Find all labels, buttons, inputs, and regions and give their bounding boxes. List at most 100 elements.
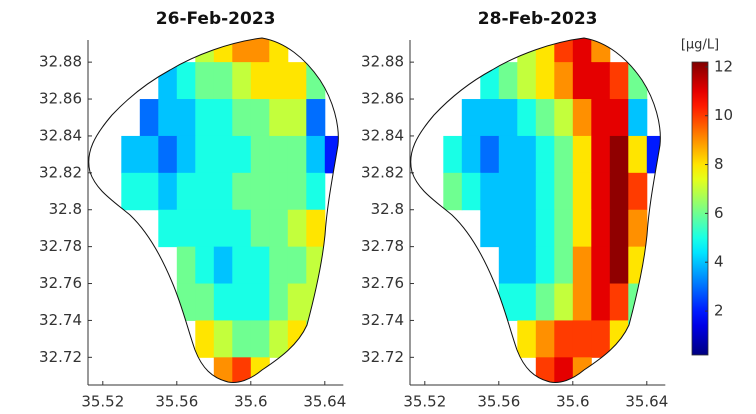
- cell: [176, 172, 196, 211]
- cell: [158, 135, 178, 174]
- cell: [554, 38, 574, 63]
- cell: [628, 172, 648, 211]
- cell: [232, 209, 252, 248]
- cell: [591, 209, 611, 248]
- y-tick-label: 32.86: [361, 90, 404, 108]
- cell: [628, 62, 648, 100]
- cell: [213, 209, 233, 248]
- cell: [269, 99, 289, 137]
- cell: [213, 62, 233, 100]
- cell: [572, 172, 592, 211]
- y-tick-label: 32.82: [39, 163, 82, 181]
- panel-title: 28-Feb-2023: [478, 9, 598, 29]
- cell: [480, 99, 500, 137]
- cell: [306, 209, 326, 248]
- cell: [572, 135, 592, 174]
- cell: [628, 99, 648, 137]
- cell: [287, 135, 307, 174]
- cell: [232, 246, 252, 285]
- cell: [609, 209, 629, 248]
- cell: [535, 38, 555, 63]
- cell: [176, 246, 196, 285]
- cell: [306, 172, 326, 211]
- cell: [554, 172, 574, 211]
- cell: [250, 209, 270, 248]
- y-tick-label: 32.8: [371, 200, 404, 218]
- cell: [517, 246, 537, 285]
- y-tick-label: 32.84: [361, 126, 404, 144]
- colorbar-tick-label: 6: [714, 204, 724, 222]
- y-tick-label: 32.88: [361, 53, 404, 71]
- cell: [609, 62, 629, 100]
- cell: [195, 62, 215, 100]
- cell: [269, 172, 289, 211]
- cell: [232, 357, 252, 383]
- cell: [554, 62, 574, 100]
- y-tick-label: 32.82: [361, 163, 404, 181]
- cell: [609, 99, 629, 137]
- colorbar-tick-label: 8: [714, 155, 724, 173]
- cell: [306, 62, 326, 100]
- cell: [572, 38, 592, 63]
- cell: [269, 135, 289, 174]
- cell: [591, 38, 611, 63]
- cell: [213, 99, 233, 137]
- colorbar: [μg/L] 2 4 6 8 10 12: [681, 38, 733, 356]
- cell: [269, 246, 289, 285]
- cell: [498, 172, 518, 211]
- heatmap-cells: [121, 38, 339, 383]
- cell: [269, 320, 289, 358]
- cell: [250, 62, 270, 100]
- cell: [591, 62, 611, 100]
- cell: [287, 283, 307, 321]
- cell: [306, 320, 326, 358]
- y-tick-label: 32.86: [39, 90, 82, 108]
- cell: [591, 172, 611, 211]
- cell: [443, 172, 463, 211]
- cell: [287, 99, 307, 137]
- cell: [176, 99, 196, 137]
- heatmap-cells: [443, 38, 661, 383]
- cell: [535, 62, 555, 100]
- cell: [176, 62, 196, 100]
- cell: [213, 357, 233, 383]
- cell: [287, 209, 307, 248]
- y-tick-label: 32.84: [39, 126, 82, 144]
- cell: [517, 38, 537, 63]
- cell: [213, 135, 233, 174]
- cell: [158, 172, 178, 211]
- cell: [628, 320, 648, 358]
- cell: [287, 320, 307, 358]
- cell: [609, 246, 629, 285]
- cell: [287, 246, 307, 285]
- y-tick-label: 32.72: [39, 348, 82, 366]
- cell: [269, 38, 289, 63]
- cell: [535, 246, 555, 285]
- cell: [195, 320, 215, 358]
- cell: [158, 99, 178, 137]
- cell: [195, 135, 215, 174]
- cell: [250, 99, 270, 137]
- cell: [250, 38, 270, 63]
- cell: [535, 357, 555, 383]
- cell: [176, 209, 196, 248]
- cell: [195, 172, 215, 211]
- cell: [443, 135, 463, 174]
- cell: [517, 209, 537, 248]
- cell: [250, 320, 270, 358]
- cell: [498, 62, 518, 100]
- cell: [232, 62, 252, 100]
- y-tick-label: 32.78: [361, 237, 404, 255]
- y-tick-label: 32.76: [361, 274, 404, 292]
- cell: [232, 172, 252, 211]
- cell: [591, 99, 611, 137]
- x-tick-label: 35.6: [556, 393, 589, 411]
- cell: [535, 320, 555, 358]
- cell: [213, 38, 233, 63]
- cell: [517, 99, 537, 137]
- cell: [139, 135, 159, 174]
- cell: [609, 283, 629, 321]
- cell: [195, 246, 215, 285]
- cell: [498, 209, 518, 248]
